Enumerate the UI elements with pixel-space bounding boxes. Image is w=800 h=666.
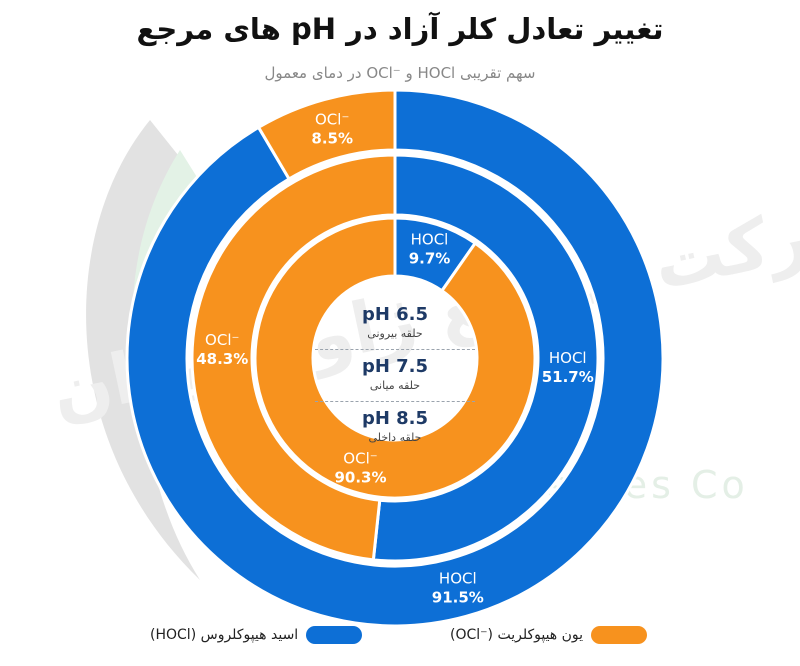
center-label-inner: pH 8.5 حلقه داخلی: [305, 408, 485, 446]
center-ring-middle: حلقه میانی: [369, 379, 421, 392]
legend-swatch-ocl: [591, 626, 648, 644]
center-divider: [315, 401, 475, 402]
segment-value-middle-ocl: 48.3%: [196, 350, 248, 368]
legend-item-ocl: یون هیپوکلریت (⁻OCl): [450, 624, 648, 646]
segment-value-middle-hocl: 51.7%: [542, 368, 594, 386]
segment-label-inner-ocl: OCl⁻90.3%: [334, 450, 386, 487]
segment-series-outer-hocl: HOCl: [439, 570, 477, 588]
segment-middle-ocl: [190, 153, 397, 562]
segment-value-outer-hocl: 91.5%: [432, 589, 484, 607]
segment-series-middle-ocl: OCl⁻: [205, 331, 239, 349]
segment-outer-ocl: [256, 88, 397, 182]
center-ph-inner: pH 8.5: [361, 408, 429, 429]
segment-outer-hocl: [125, 88, 665, 628]
legend-label-hocl: اسید هیپوکلروس (HOCl): [150, 627, 299, 643]
segment-label-middle-ocl: OCl⁻48.3%: [196, 331, 248, 368]
segment-value-inner-ocl: 90.3%: [334, 469, 386, 487]
segment-series-outer-ocl: OCl⁻: [315, 110, 349, 128]
center-divider: [315, 349, 475, 350]
segment-series-inner-hocl: HOCl: [411, 230, 449, 248]
center-ring-inner: حلقه داخلی: [368, 431, 422, 444]
legend-swatch-hocl: [306, 626, 363, 644]
center-ph-middle: pH 7.5: [361, 356, 429, 377]
segment-series-inner-ocl: OCl⁻: [343, 450, 377, 468]
center-ph-outer: pH 6.5: [361, 304, 429, 325]
segment-value-inner-hocl: 9.7%: [409, 249, 451, 267]
chart-subtitle: سهم تقریبی HOCl و ⁻OCl در دمای معمول: [264, 64, 536, 82]
segment-series-middle-hocl: HOCl: [549, 349, 587, 367]
segment-label-outer-ocl: OCl⁻8.5%: [311, 110, 353, 147]
segment-inner-ocl: [253, 216, 537, 500]
center-label-middle: pH 7.5 حلقه میانی: [305, 356, 485, 394]
segment-value-outer-ocl: 8.5%: [311, 129, 353, 147]
legend-label-ocl: یون هیپوکلریت (⁻OCl): [450, 627, 584, 643]
legend-item-hocl: اسید هیپوکلروس (HOCl): [150, 624, 363, 646]
center-label-outer: pH 6.5 حلقه بیرونی: [305, 304, 485, 342]
chart-title: تغییر تعادل کلر آزاد در pH های مرجع: [136, 12, 664, 46]
center-ring-outer: حلقه بیرونی: [367, 327, 423, 340]
segment-middle-hocl: [371, 153, 600, 563]
